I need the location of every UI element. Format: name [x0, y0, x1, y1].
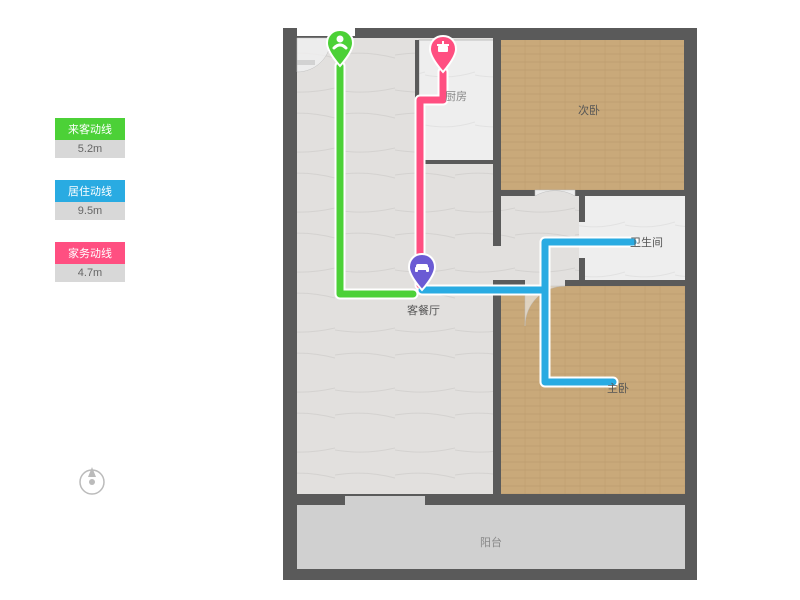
legend: 来客动线 5.2m 居住动线 9.5m 家务动线 4.7m: [55, 118, 125, 304]
pin-living_pin: [407, 252, 437, 292]
legend-title-guest: 来客动线: [55, 118, 125, 140]
legend-item-chores: 家务动线 4.7m: [55, 242, 125, 282]
pin-kitchen_pin: [428, 34, 458, 74]
legend-title-living: 居住动线: [55, 180, 125, 202]
legend-value-living: 9.5m: [55, 202, 125, 220]
legend-value-guest: 5.2m: [55, 140, 125, 158]
legend-value-chores: 4.7m: [55, 264, 125, 282]
label-living: 客餐厅: [407, 302, 440, 318]
label-bedroom1: 主卧: [607, 380, 629, 396]
rooms: [297, 38, 685, 569]
label-bathroom: 卫生间: [630, 234, 663, 250]
legend-item-guest: 来客动线 5.2m: [55, 118, 125, 158]
compass-icon: [75, 465, 109, 502]
room-bedroom1: [501, 286, 685, 494]
pin-start: [325, 28, 355, 68]
legend-item-living: 居住动线 9.5m: [55, 180, 125, 220]
legend-title-chores: 家务动线: [55, 242, 125, 264]
label-bedroom2: 次卧: [578, 102, 600, 118]
label-balcony: 阳台: [480, 534, 502, 550]
label-kitchen: 厨房: [445, 88, 467, 104]
floor-plan: 厨房次卧客餐厅 卫生间主卧阳台: [275, 10, 705, 593]
